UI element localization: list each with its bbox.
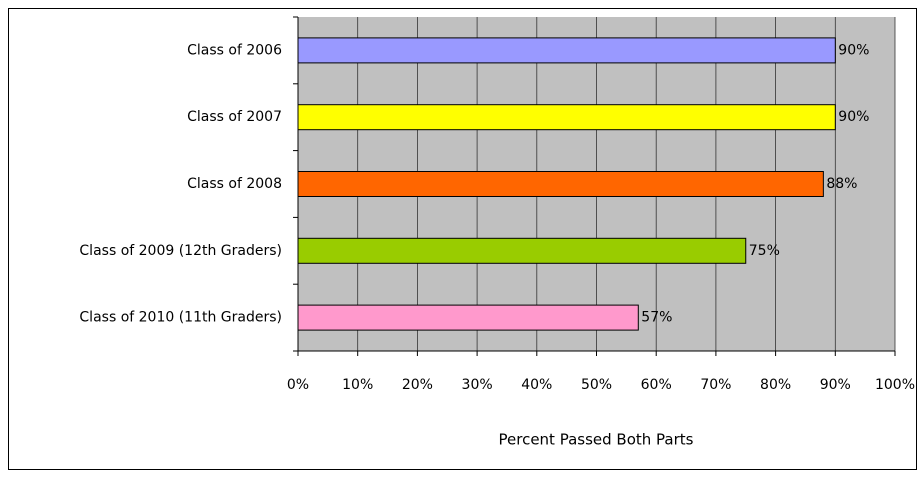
x-tick-label: 10% xyxy=(342,377,373,393)
bar xyxy=(297,37,836,64)
x-tick-label: 0% xyxy=(287,377,309,393)
x-tick-label: 50% xyxy=(581,377,612,393)
x-tick-label: 20% xyxy=(402,377,433,393)
y-tick-label: Class of 2006 xyxy=(187,42,282,58)
value-label: 57% xyxy=(641,310,672,326)
x-tick-label: 40% xyxy=(521,377,552,393)
bar xyxy=(297,304,639,331)
x-tick-label: 30% xyxy=(462,377,493,393)
x-tick-label: 100% xyxy=(875,377,915,393)
value-label: 90% xyxy=(838,42,869,58)
value-label: 90% xyxy=(838,109,869,125)
y-tick-label: Class of 2010 (11th Graders) xyxy=(79,310,282,326)
bar xyxy=(297,104,836,131)
value-label: 75% xyxy=(749,243,780,259)
x-tick-label: 80% xyxy=(760,377,791,393)
y-tick-label: Class of 2009 (12th Graders) xyxy=(79,243,282,259)
y-tick-label: Class of 2008 xyxy=(187,176,282,192)
y-tick-label: Class of 2007 xyxy=(187,109,282,125)
x-axis-label: Percent Passed Both Parts xyxy=(499,431,694,449)
x-tick-label: 90% xyxy=(820,377,851,393)
x-tick-label: 70% xyxy=(700,377,731,393)
value-label: 88% xyxy=(826,176,857,192)
x-tick-label: 60% xyxy=(641,377,672,393)
bar xyxy=(297,237,747,264)
bar xyxy=(297,171,824,197)
